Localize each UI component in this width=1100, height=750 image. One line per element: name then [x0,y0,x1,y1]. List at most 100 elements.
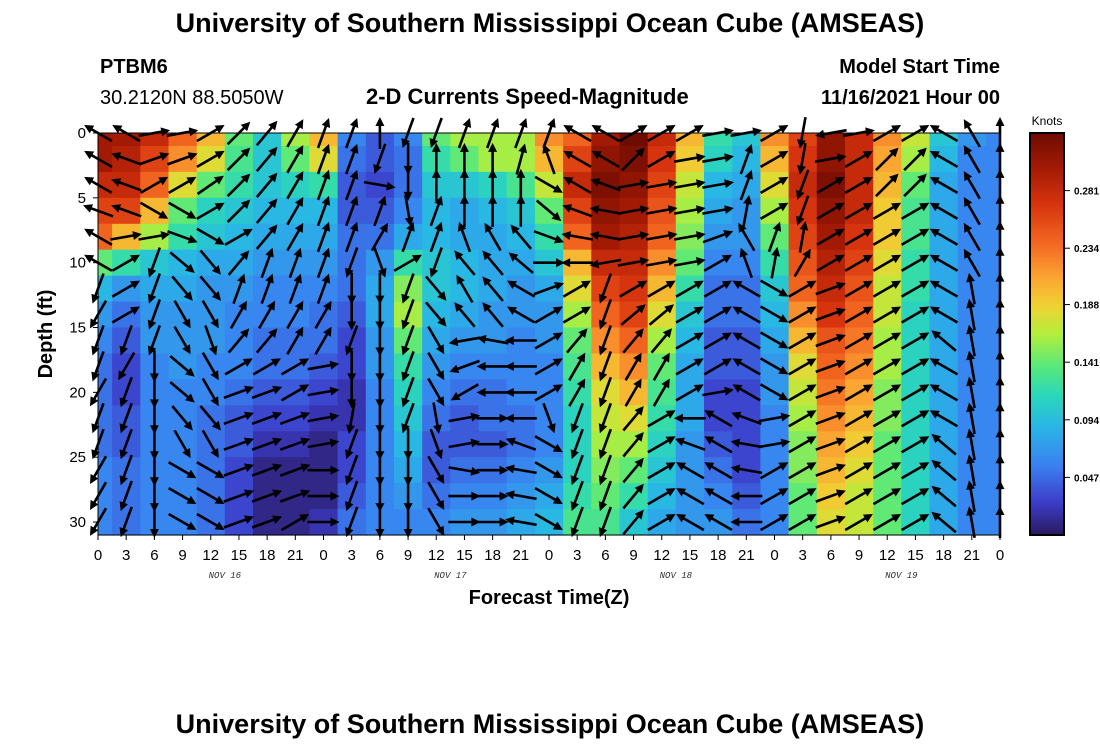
heat-cell [985,509,1001,536]
current-vector [401,273,415,304]
current-vector [196,125,225,143]
x-tick-label: 3 [573,547,581,564]
current-vector [90,377,108,407]
current-vector [590,178,621,192]
current-vector [427,377,445,407]
current-vector [570,402,584,434]
current-vector [510,224,533,250]
current-vector [345,324,359,356]
current-vector [589,258,622,269]
current-vector [929,280,959,298]
current-vector [90,300,108,329]
current-vector [403,506,413,538]
current-vector [731,411,762,426]
current-vector [286,222,304,252]
current-vector [562,306,591,324]
current-vector [963,171,981,200]
current-vector [345,480,359,512]
current-vector [448,491,481,501]
current-vector [900,306,930,324]
model-start-value: 11/16/2021 Hour 00 [820,87,1000,109]
current-vector [673,257,706,267]
current-vector [90,455,108,484]
current-vector [624,378,642,407]
current-vector [168,201,197,219]
current-vector [931,511,957,534]
current-vector [401,324,415,356]
current-vector [788,280,817,298]
current-vector [534,512,563,530]
current-vector [482,250,504,276]
current-vector [482,276,504,302]
current-vector [505,464,537,475]
current-vector [703,254,732,272]
current-vector [257,300,276,330]
current-vector [429,221,443,253]
current-vector [647,280,676,298]
current-vector [401,350,415,382]
current-vector [703,332,732,350]
current-vector [568,352,586,381]
x-tick-label: 12 [202,547,219,564]
current-vector [505,516,537,527]
current-vector [563,150,592,169]
current-vector [816,176,845,195]
current-vector [900,280,930,298]
current-vector [171,405,193,431]
current-vector [730,464,763,475]
current-vector [767,221,782,253]
current-vector [508,252,534,274]
current-vector [788,488,817,506]
current-vector [167,230,198,244]
current-vector [504,361,537,371]
current-vector [196,150,225,169]
current-vector [619,125,648,143]
current-vector [617,257,650,267]
current-vector [534,435,563,453]
current-vector [223,385,254,400]
current-vector [204,324,218,356]
current-vector [542,118,556,149]
current-vector [401,117,415,148]
current-vector [84,150,113,169]
x-tick-label: 21 [287,547,304,564]
current-vector [316,195,331,227]
current-vector [563,176,592,195]
current-vector [759,383,789,401]
heat-cell [957,133,987,147]
current-vector [224,228,253,246]
current-vector [673,413,706,423]
current-vector [476,439,509,449]
current-vector [815,463,846,477]
current-vector [279,411,311,426]
current-vector [900,410,930,428]
current-vector [966,402,976,435]
current-vector [900,228,930,246]
current-vector [622,483,644,510]
x-tick-label: 3 [122,547,130,564]
current-vector [730,491,763,501]
current-vector [759,279,789,297]
day-labels: NOV 16 NOV 17 NOV 18 NOV 19 [209,571,919,581]
x-tick-label: 0 [319,547,327,564]
current-vector [476,361,509,371]
current-vector [534,306,563,324]
current-vector [645,179,678,189]
current-vector [929,228,959,246]
heat-cell [337,133,367,147]
current-vector [484,222,502,252]
current-vector [788,514,817,532]
current-vector [119,454,133,486]
heat-cell [985,405,1001,432]
heat-cell [140,133,170,147]
current-vector [111,254,140,272]
current-vector [533,230,564,244]
current-vector [516,194,526,227]
current-vector [255,172,278,198]
x-axis-label: Forecast Time(Z) [469,587,630,609]
current-vector [759,125,789,143]
current-vector [591,150,620,169]
current-vector [286,145,304,174]
current-vector [363,180,396,191]
current-vector [872,125,902,143]
